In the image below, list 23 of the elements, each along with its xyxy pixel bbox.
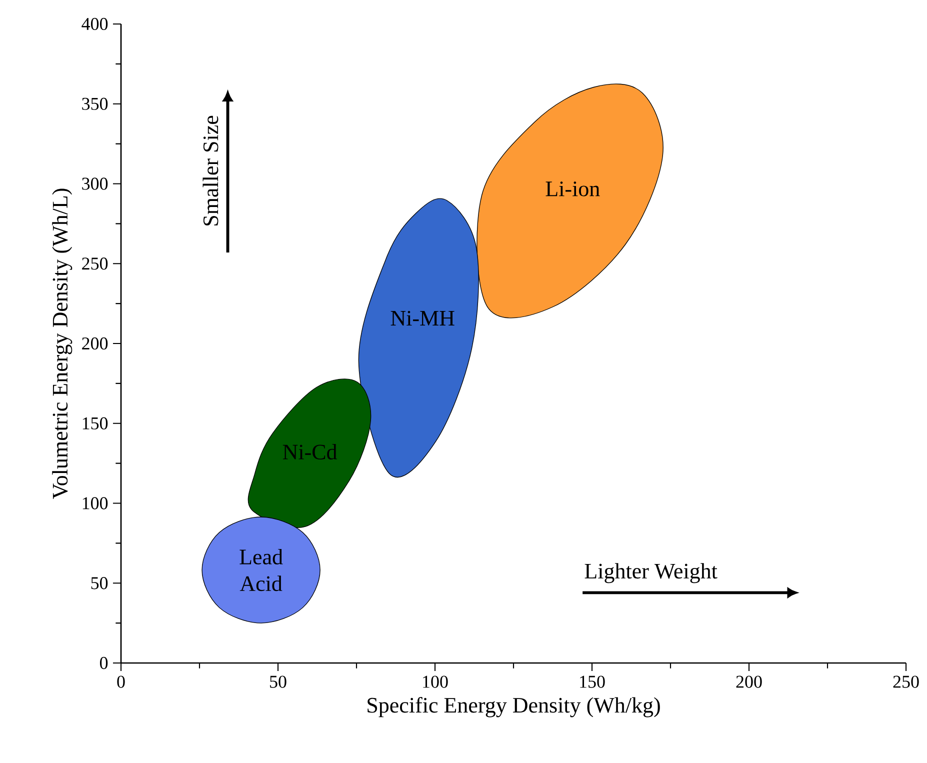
y-tick-label: 250 [82, 258, 108, 270]
annotation: Smaller Size [202, 116, 218, 226]
y-tick-label: 400 [82, 18, 108, 30]
y-tick-label: 200 [82, 337, 108, 350]
series-label: Ni-MH [390, 310, 454, 326]
x-tick-label: 100 [423, 676, 448, 688]
x-axis-title: Specific Energy Density (Wh/kg) [368, 697, 660, 718]
x-tick-label: 250 [893, 676, 919, 688]
x-tick-label: 150 [580, 676, 605, 688]
y-tick-label: 0 [100, 656, 108, 670]
y-tick-label: 100 [82, 497, 108, 510]
series-label: Ni-Cd [282, 444, 338, 460]
x-tick-label: 0 [117, 676, 125, 688]
series-label: Li-ion [546, 181, 600, 196]
annotation: Lighter Weight [584, 563, 718, 584]
y-tick-label: 50 [91, 577, 108, 590]
x-tick-label: 200 [736, 676, 762, 688]
y-tick-label: 300 [82, 178, 108, 190]
legend-label: Lead Acid [240, 548, 283, 592]
y-tick-label: 350 [82, 98, 108, 110]
y-tick-label: 150 [82, 417, 108, 430]
y-axis-title: Volumetric Energy Density (Wh/L) [52, 188, 72, 499]
x-tick-label: 50 [270, 676, 286, 688]
